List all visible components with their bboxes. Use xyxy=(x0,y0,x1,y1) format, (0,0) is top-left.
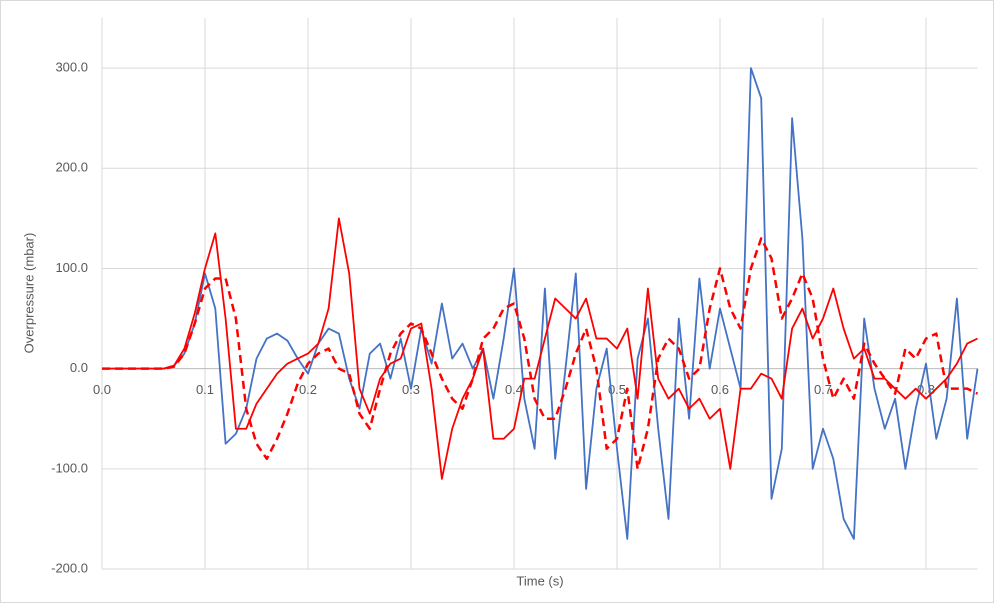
y-tick-label: -200.0 xyxy=(51,560,88,575)
x-axis-title: Time (s) xyxy=(516,573,563,588)
line-series xyxy=(102,217,978,480)
y-tick-label: 100.0 xyxy=(55,260,88,275)
x-tick-label: 0.5 xyxy=(608,382,626,397)
x-tick-label: 0.7 xyxy=(814,382,832,397)
x-tick-label: 0.0 xyxy=(93,382,111,397)
y-axis-title: Overpressure (mbar) xyxy=(21,233,36,354)
x-tick-label: 0.6 xyxy=(711,382,729,397)
y-tick-label: 300.0 xyxy=(55,60,88,75)
y-tick-label: -100.0 xyxy=(51,460,88,475)
x-tick-label: 0.4 xyxy=(505,382,523,397)
line-series xyxy=(102,67,979,540)
y-tick-label: 0.0 xyxy=(70,360,88,375)
x-tick-label: 0.2 xyxy=(299,382,317,397)
y-tick-label: 200.0 xyxy=(55,160,88,175)
line-series xyxy=(102,237,979,471)
x-tick-label: 0.3 xyxy=(402,382,420,397)
x-tick-label: 0.1 xyxy=(196,382,214,397)
